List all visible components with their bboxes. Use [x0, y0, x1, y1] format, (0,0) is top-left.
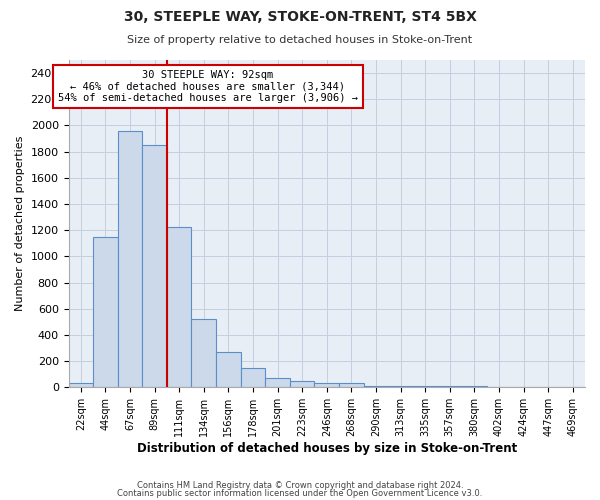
- Text: Contains HM Land Registry data © Crown copyright and database right 2024.: Contains HM Land Registry data © Crown c…: [137, 481, 463, 490]
- Bar: [364, 386, 388, 388]
- Bar: [216, 352, 241, 388]
- Text: 30 STEEPLE WAY: 92sqm
← 46% of detached houses are smaller (3,344)
54% of semi-d: 30 STEEPLE WAY: 92sqm ← 46% of detached …: [58, 70, 358, 103]
- Bar: [68, 384, 93, 388]
- Text: Size of property relative to detached houses in Stoke-on-Trent: Size of property relative to detached ho…: [127, 35, 473, 45]
- Bar: [93, 237, 118, 388]
- Bar: [290, 382, 314, 388]
- Bar: [437, 386, 462, 388]
- Text: 30, STEEPLE WAY, STOKE-ON-TRENT, ST4 5BX: 30, STEEPLE WAY, STOKE-ON-TRENT, ST4 5BX: [124, 10, 476, 24]
- X-axis label: Distribution of detached houses by size in Stoke-on-Trent: Distribution of detached houses by size …: [137, 442, 517, 455]
- Bar: [388, 386, 413, 388]
- Text: Contains public sector information licensed under the Open Government Licence v3: Contains public sector information licen…: [118, 488, 482, 498]
- Bar: [241, 368, 265, 388]
- Y-axis label: Number of detached properties: Number of detached properties: [15, 136, 25, 312]
- Bar: [191, 320, 216, 388]
- Bar: [142, 145, 167, 388]
- Bar: [462, 386, 487, 388]
- Bar: [167, 227, 191, 388]
- Bar: [314, 383, 339, 388]
- Bar: [265, 378, 290, 388]
- Bar: [118, 130, 142, 388]
- Bar: [339, 383, 364, 388]
- Bar: [413, 386, 437, 388]
